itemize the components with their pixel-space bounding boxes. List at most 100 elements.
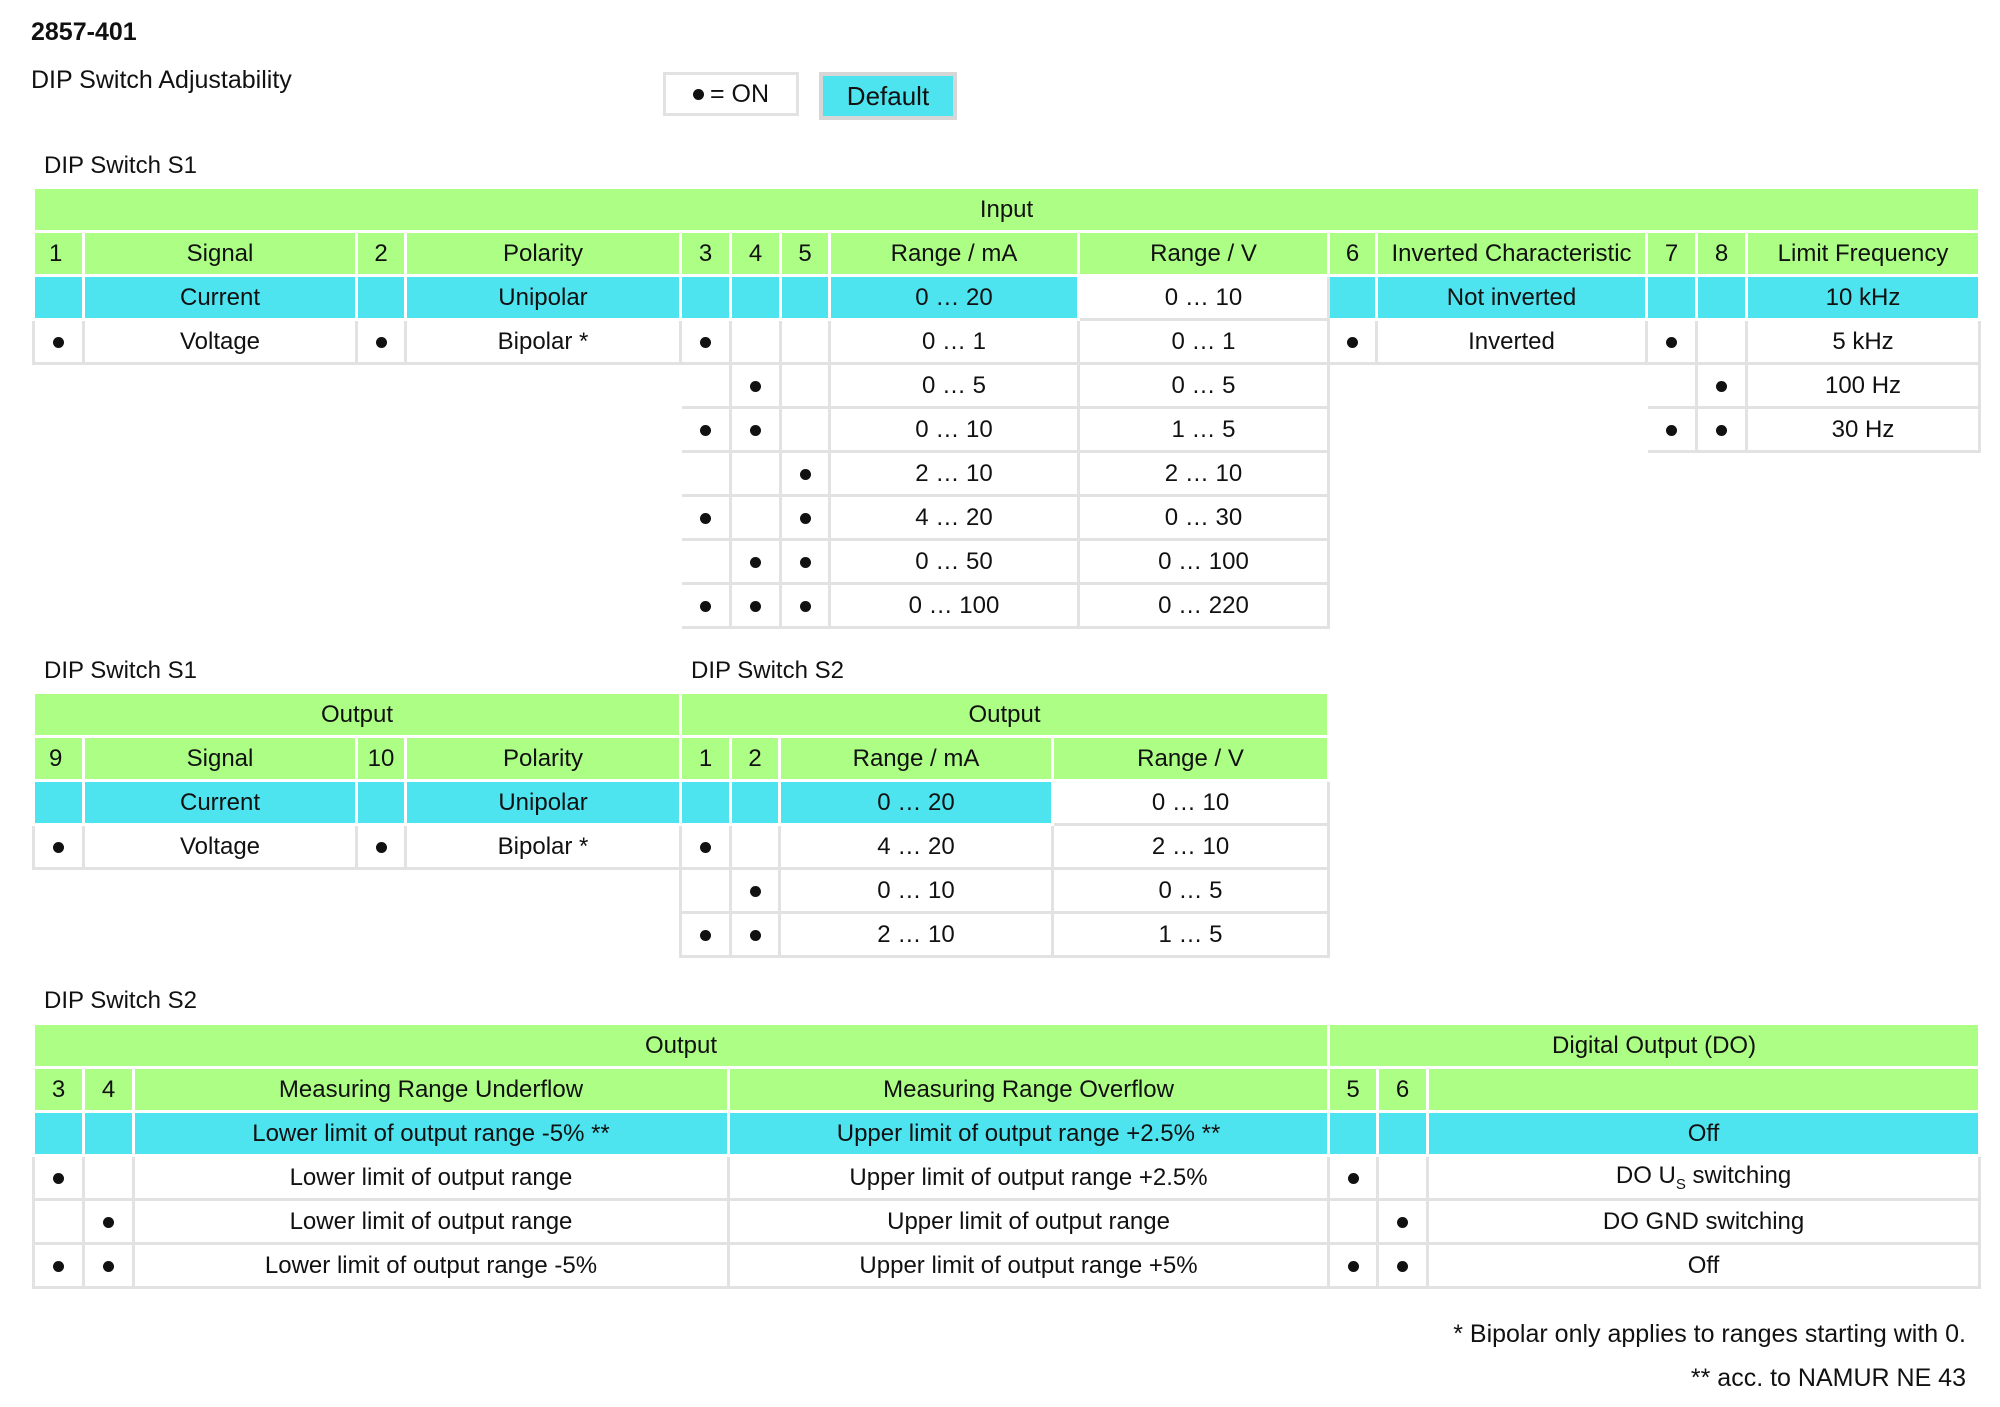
table-row: Lower limit of output range Upper limit … — [32, 1198, 1982, 1245]
switch-cell — [1695, 362, 1748, 409]
range-v-cell: 0 … 1 — [1077, 318, 1330, 365]
document-subtitle: DIP Switch Adjustability — [31, 66, 292, 94]
signal-cell: Current — [82, 779, 358, 826]
limit-frequency-cell: 10 kHz — [1744, 274, 1982, 321]
switch-cell — [1327, 1110, 1380, 1157]
group-header-digital-output: Digital Output (DO) — [1327, 1022, 1982, 1069]
table-row: 0 … 20 0 … 10 — [679, 779, 1331, 826]
switch-cell — [32, 1198, 85, 1245]
s1-input-table: Input 1 Signal 2 Polarity 3 4 5 Range / … — [31, 186, 1982, 629]
switch-cell — [1645, 318, 1698, 365]
switch-cell — [1695, 318, 1748, 365]
col-header-switch-4: 4 — [82, 1066, 135, 1113]
dot-icon — [799, 468, 811, 480]
col-header-switch-4: 4 — [729, 230, 782, 277]
table-row: 0 … 5 0 … 5 100 Hz — [34, 362, 1982, 409]
table-row: Lower limit of output range -5% ** Upper… — [32, 1110, 1982, 1157]
legend-on-label: = ON — [709, 79, 770, 108]
switch-cell — [1327, 318, 1378, 365]
dot-icon — [700, 512, 711, 524]
section-title-s2-output: DIP Switch S2 — [691, 657, 844, 684]
empty-cell — [34, 452, 681, 496]
range-ma-cell: 4 … 20 — [828, 494, 1080, 541]
legend-on: = ON — [663, 72, 799, 116]
range-ma-cell: 2 … 10 — [778, 911, 1054, 958]
signal-cell: Voltage — [82, 318, 358, 365]
switch-cell — [779, 538, 831, 585]
switch-cell — [1376, 1198, 1430, 1245]
switch-cell — [779, 318, 831, 365]
switch-cell — [1327, 1198, 1380, 1245]
switch-cell — [679, 582, 732, 629]
col-header-underflow: Measuring Range Underflow — [132, 1066, 730, 1113]
range-ma-cell: 0 … 100 — [828, 582, 1080, 629]
col-header-switch-6: 6 — [1376, 1066, 1430, 1113]
dot-icon — [1347, 1260, 1359, 1272]
switch-cell — [779, 450, 831, 497]
switch-cell — [679, 494, 732, 541]
col-header-polarity: Polarity — [403, 735, 683, 782]
header-row: 1 Signal 2 Polarity 3 4 5 Range / mA Ran… — [32, 230, 1982, 277]
overflow-cell: Upper limit of output range +2.5% ** — [726, 1110, 1331, 1157]
empty-cell — [1329, 584, 1980, 628]
switch-cell — [729, 318, 782, 365]
header-row: 1 2 Range / mA Range / V — [679, 735, 1331, 782]
switch-cell — [82, 1242, 135, 1289]
empty-cell — [1329, 364, 1647, 408]
group-header-output: Output — [678, 691, 1331, 738]
dot-icon — [750, 380, 761, 392]
dot-icon — [750, 556, 761, 568]
do-cell: DO US switching — [1426, 1154, 1982, 1201]
switch-cell — [679, 538, 732, 585]
switch-cell — [1327, 274, 1378, 321]
switch-cell — [355, 779, 407, 826]
switch-cell — [679, 318, 732, 365]
col-header-switch-1: 1 — [32, 230, 85, 277]
switch-cell — [679, 406, 732, 453]
dot-icon — [53, 1260, 64, 1272]
table-row: 2 … 10 2 … 10 — [34, 450, 1980, 497]
switch-cell — [729, 823, 781, 870]
empty-cell — [34, 408, 681, 452]
dot-icon — [1716, 424, 1727, 436]
range-ma-cell: 0 … 20 — [778, 779, 1054, 826]
range-ma-cell: 0 … 10 — [778, 867, 1054, 914]
overflow-cell: Upper limit of output range — [726, 1198, 1331, 1245]
switch-cell — [1376, 1242, 1430, 1289]
dot-icon — [799, 556, 811, 568]
do-cell: Off — [1426, 1110, 1982, 1157]
s1-output-table: Output 9 Signal 10 Polarity Current Unip… — [31, 691, 683, 870]
dot-icon — [749, 929, 761, 941]
empty-cell — [34, 584, 681, 628]
col-header-overflow: Measuring Range Overflow — [726, 1066, 1331, 1113]
range-ma-cell: 0 … 5 — [828, 362, 1080, 409]
col-header-range-v: Range / V — [1050, 735, 1331, 782]
dot-icon — [1397, 1260, 1409, 1272]
table-row: Voltage Bipolar * 0 … 1 0 … 1 Inverted 5… — [32, 318, 1982, 365]
switch-cell — [1376, 1154, 1430, 1201]
table-row: 4 … 20 2 … 10 — [679, 823, 1331, 870]
table-row: 0 … 10 0 … 5 — [679, 867, 1331, 914]
dot-icon — [1347, 1172, 1359, 1184]
switch-cell — [679, 911, 732, 958]
switch-cell — [779, 274, 831, 321]
col-header-range-ma: Range / mA — [778, 735, 1054, 782]
col-header-do-blank — [1426, 1066, 1982, 1113]
col-header-switch-9: 9 — [32, 735, 85, 782]
empty-cell — [1329, 452, 1980, 496]
range-v-cell: 2 … 10 — [1050, 823, 1331, 870]
polarity-cell: Bipolar * — [403, 823, 683, 870]
polarity-cell: Bipolar * — [404, 318, 682, 365]
switch-cell — [729, 911, 781, 958]
switch-cell — [32, 1154, 85, 1201]
table-row: Lower limit of output range -5% Upper li… — [32, 1242, 1982, 1289]
footnote-bipolar: * Bipolar only applies to ranges startin… — [1453, 1320, 1966, 1348]
dot-icon — [799, 512, 811, 524]
empty-cell — [1329, 408, 1647, 452]
underflow-cell: Lower limit of output range — [132, 1198, 730, 1245]
header-row: 9 Signal 10 Polarity — [32, 735, 683, 782]
col-header-switch-3: 3 — [679, 230, 732, 277]
do-cell: DO GND switching — [1426, 1198, 1982, 1245]
switch-cell — [679, 362, 732, 409]
underflow-cell: Lower limit of output range -5% ** — [132, 1110, 730, 1157]
